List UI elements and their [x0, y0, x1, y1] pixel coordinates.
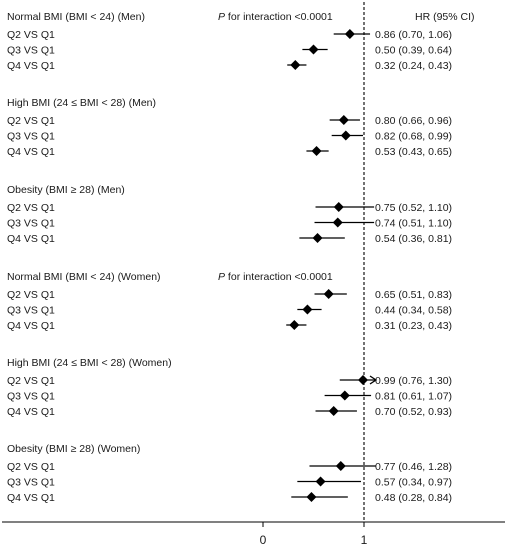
hr-point-marker	[311, 146, 322, 156]
forest-group: Normal BMI (BMI < 24) (Women) Q2 VS Q1 0.6…	[7, 271, 452, 332]
group-title: Obesity (BMI ≥ 28) (Men)	[7, 184, 125, 196]
forest-row: Q4 VS Q1 0.53 (0.43, 0.65)	[7, 146, 452, 158]
forest-row: Q3 VS Q1 0.82 (0.68, 0.99)	[7, 130, 452, 143]
row-label: Q2 VS Q1	[7, 202, 55, 214]
hr-ci-text: 0.81 (0.61, 1.07)	[375, 391, 452, 403]
hr-ci-text: 0.44 (0.34, 0.58)	[375, 305, 452, 317]
hr-ci-text: 0.48 (0.28, 0.84)	[375, 492, 452, 504]
hr-ci-text: 0.75 (0.52, 1.10)	[375, 202, 452, 214]
hr-column-header: HR (95% CI)	[415, 11, 475, 23]
hr-point-marker	[312, 233, 323, 243]
group-title: Normal BMI (BMI < 24) (Women)	[7, 271, 161, 283]
hr-point-marker	[357, 375, 368, 385]
row-label: Q4 VS Q1	[7, 492, 55, 504]
row-label: Q3 VS Q1	[7, 477, 55, 489]
hr-ci-text: 0.70 (0.52, 0.93)	[375, 406, 452, 418]
hr-ci-text: 0.50 (0.39, 0.64)	[375, 45, 452, 57]
forest-row: Q4 VS Q1 0.54 (0.36, 0.81)	[7, 233, 452, 245]
row-label: Q2 VS Q1	[7, 461, 55, 473]
hr-point-marker	[328, 406, 339, 416]
forest-row: Q4 VS Q1 0.70 (0.52, 0.93)	[7, 406, 452, 418]
forest-group: High BMI (24 ≤ BMI < 28) (Men) Q2 VS Q1 0.…	[7, 97, 452, 158]
forest-row: Q4 VS Q1 0.48 (0.28, 0.84)	[7, 492, 452, 504]
row-label: Q3 VS Q1	[7, 305, 55, 317]
interaction-note: P for interaction <0.0001	[218, 271, 333, 283]
hr-point-marker	[338, 115, 349, 125]
hr-point-marker	[332, 217, 343, 228]
hr-ci-text: 0.54 (0.36, 0.81)	[375, 233, 452, 245]
row-label: Q4 VS Q1	[7, 60, 55, 72]
x-tick-label: 1	[361, 533, 368, 547]
hr-point-marker	[323, 289, 334, 299]
hr-point-marker	[290, 60, 301, 70]
hr-point-marker	[302, 304, 313, 315]
hr-ci-text: 0.77 (0.46, 1.28)	[375, 461, 452, 473]
forest-row: Q3 VS Q1 0.44 (0.34, 0.58)	[7, 304, 452, 317]
forest-groups: Normal BMI (BMI < 24) (Men) Q2 VS Q1 0.86 …	[7, 11, 452, 504]
x-tick-label: 0	[260, 533, 267, 547]
hr-ci-text: 0.32 (0.24, 0.43)	[375, 60, 452, 72]
forest-row: Q3 VS Q1 0.50 (0.39, 0.64)	[7, 44, 452, 57]
hr-point-marker	[339, 390, 350, 401]
forest-group: Obesity (BMI ≥ 28) (Women) Q2 VS Q1 0.77 (…	[7, 443, 452, 504]
row-label: Q4 VS Q1	[7, 233, 55, 245]
hr-ci-text: 0.99 (0.76, 1.30)	[375, 375, 452, 387]
group-title: Normal BMI (BMI < 24) (Men)	[7, 11, 145, 23]
forest-row: Q4 VS Q1 0.32 (0.24, 0.43)	[7, 60, 452, 72]
row-label: Q2 VS Q1	[7, 29, 55, 41]
hr-ci-text: 0.82 (0.68, 0.99)	[375, 131, 452, 143]
hr-ci-text: 0.57 (0.34, 0.97)	[375, 477, 452, 489]
group-title: Obesity (BMI ≥ 28) (Women)	[7, 443, 140, 455]
forest-group: High BMI (24 ≤ BMI < 28) (Women) Q2 VS Q1…	[7, 357, 452, 418]
row-label: Q2 VS Q1	[7, 375, 55, 387]
forest-row: Q4 VS Q1 0.31 (0.23, 0.43)	[7, 320, 452, 332]
forest-row: Q2 VS Q1 0.80 (0.66, 0.96)	[7, 115, 452, 127]
forest-row: Q2 VS Q1 0.86 (0.70, 1.06)	[7, 29, 452, 41]
hr-ci-text: 0.65 (0.51, 0.83)	[375, 289, 452, 301]
ci-arrow	[369, 375, 378, 385]
hr-point-marker	[289, 320, 300, 330]
forest-row: Q2 VS Q1 0.99 (0.76, 1.30)	[7, 375, 452, 387]
row-label: Q4 VS Q1	[7, 146, 55, 158]
hr-ci-text: 0.31 (0.23, 0.43)	[375, 320, 452, 332]
forest-group: Normal BMI (BMI < 24) (Men) Q2 VS Q1 0.86 …	[7, 11, 452, 72]
forest-row: Q3 VS Q1 0.81 (0.61, 1.07)	[7, 390, 452, 403]
forest-group: Obesity (BMI ≥ 28) (Men) Q2 VS Q1 0.75 (0.…	[7, 184, 452, 245]
row-label: Q4 VS Q1	[7, 320, 55, 332]
hr-point-marker	[340, 130, 351, 141]
forest-row: Q3 VS Q1 0.74 (0.51, 1.10)	[7, 217, 452, 230]
group-title: High BMI (24 ≤ BMI < 28) (Women)	[7, 357, 172, 369]
hr-ci-text: 0.86 (0.70, 1.06)	[375, 29, 452, 41]
interaction-note: P for interaction <0.0001	[218, 11, 333, 23]
hr-point-marker	[344, 29, 355, 39]
row-label: Q2 VS Q1	[7, 289, 55, 301]
row-label: Q2 VS Q1	[7, 115, 55, 127]
hr-point-marker	[333, 202, 344, 212]
forest-row: Q2 VS Q1 0.65 (0.51, 0.83)	[7, 289, 452, 301]
hr-ci-text: 0.74 (0.51, 1.10)	[375, 218, 452, 230]
forest-row: Q2 VS Q1 0.77 (0.46, 1.28)	[7, 461, 452, 473]
forest-row: Q2 VS Q1 0.75 (0.52, 1.10)	[7, 202, 452, 214]
group-title: High BMI (24 ≤ BMI < 28) (Men)	[7, 97, 156, 109]
hr-ci-text: 0.53 (0.43, 0.65)	[375, 146, 452, 158]
hr-point-marker	[308, 44, 319, 55]
forest-row: Q3 VS Q1 0.57 (0.34, 0.97)	[7, 476, 452, 489]
row-label: Q3 VS Q1	[7, 131, 55, 143]
row-label: Q3 VS Q1	[7, 391, 55, 403]
hr-point-marker	[315, 476, 326, 487]
row-label: Q3 VS Q1	[7, 218, 55, 230]
hr-point-marker	[306, 492, 317, 502]
hr-ci-text: 0.80 (0.66, 0.96)	[375, 115, 452, 127]
row-label: Q3 VS Q1	[7, 45, 55, 57]
hr-point-marker	[335, 461, 346, 471]
row-label: Q4 VS Q1	[7, 406, 55, 418]
